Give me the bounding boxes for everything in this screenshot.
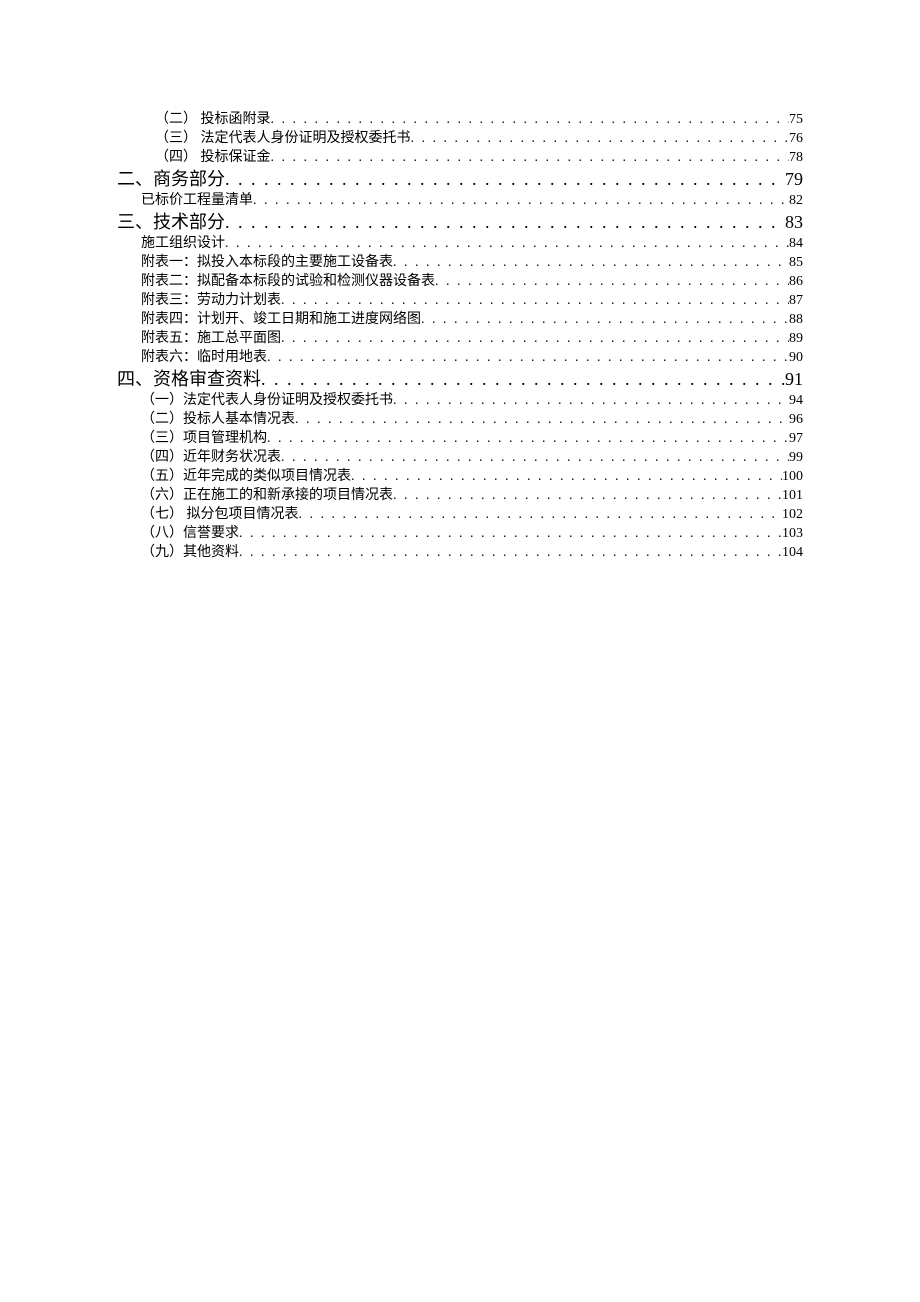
toc-leader-dots: . . . . . . . . . . . . . . . . . . . . … [295,410,789,429]
toc-entry: 二、商务部分. . . . . . . . . . . . . . . . . … [117,167,803,191]
toc-entry-page: 96 [789,410,803,429]
toc-entry-label: 三、技术部分 [117,210,225,234]
toc-leader-dots: . . . . . . . . . . . . . . . . . . . . … [411,129,790,148]
toc-entry-page: 94 [789,391,803,410]
toc-entry: 附表三：劳动力计划表. . . . . . . . . . . . . . . … [141,291,803,310]
toc-entry-label: （一）法定代表人身份证明及授权委托书 [141,391,393,410]
toc-leader-dots: . . . . . . . . . . . . . . . . . . . . … [299,505,783,524]
toc-entry-label: 附表一：拟投入本标段的主要施工设备表 [141,253,393,272]
toc-entry-label: 附表二：拟配备本标段的试验和检测仪器设备表 [141,272,435,291]
toc-leader-dots: . . . . . . . . . . . . . . . . . . . . … [421,310,789,329]
toc-entry-page: 82 [789,191,803,210]
toc-entry: （三）项目管理机构. . . . . . . . . . . . . . . .… [141,429,803,448]
toc-entry: 三、技术部分. . . . . . . . . . . . . . . . . … [117,210,803,234]
toc-entry-page: 88 [789,310,803,329]
toc-entry: （六）正在施工的和新承接的项目情况表. . . . . . . . . . . … [141,486,803,505]
toc-entry-label: （三）项目管理机构 [141,429,267,448]
toc-leader-dots: . . . . . . . . . . . . . . . . . . . . … [267,348,789,367]
toc-leader-dots: . . . . . . . . . . . . . . . . . . . . … [267,429,789,448]
toc-entry-label: 附表六：临时用地表 [141,348,267,367]
toc-leader-dots: . . . . . . . . . . . . . . . . . . . . … [261,367,785,391]
toc-entry-page: 91 [785,367,803,391]
toc-entry-page: 101 [782,486,803,505]
toc-entry: （四） 投标保证金. . . . . . . . . . . . . . . .… [155,148,803,167]
toc-entry-page: 75 [789,110,803,129]
toc-entry: 附表四：计划开、竣工日期和施工进度网络图. . . . . . . . . . … [141,310,803,329]
toc-entry-page: 102 [782,505,803,524]
toc-entry-label: （二） 投标函附录 [155,110,271,129]
toc-entry: 附表五：施工总平面图. . . . . . . . . . . . . . . … [141,329,803,348]
toc-entry-label: 施工组织设计 [141,234,225,253]
toc-entry-page: 87 [789,291,803,310]
toc-entry-label: 附表三：劳动力计划表 [141,291,281,310]
toc-leader-dots: . . . . . . . . . . . . . . . . . . . . … [281,448,789,467]
toc-leader-dots: . . . . . . . . . . . . . . . . . . . . … [393,253,789,272]
toc-entry: 施工组织设计. . . . . . . . . . . . . . . . . … [141,234,803,253]
toc-entry: （二） 投标函附录. . . . . . . . . . . . . . . .… [155,110,803,129]
toc-entry-page: 84 [789,234,803,253]
toc-entry-label: 附表五：施工总平面图 [141,329,281,348]
toc-leader-dots: . . . . . . . . . . . . . . . . . . . . … [239,543,782,562]
toc-entry: （一）法定代表人身份证明及授权委托书. . . . . . . . . . . … [141,391,803,410]
toc-leader-dots: . . . . . . . . . . . . . . . . . . . . … [225,210,785,234]
toc-entry-label: （八）信誉要求 [141,524,239,543]
toc-entry-page: 89 [789,329,803,348]
toc-leader-dots: . . . . . . . . . . . . . . . . . . . . … [271,110,790,129]
toc-entry: （五）近年完成的类似项目情况表. . . . . . . . . . . . .… [141,467,803,486]
toc-entry-label: （三） 法定代表人身份证明及授权委托书 [155,129,411,148]
toc-leader-dots: . . . . . . . . . . . . . . . . . . . . … [225,234,789,253]
toc-entry-label: （七） 拟分包项目情况表 [141,505,299,524]
toc-entry: （三） 法定代表人身份证明及授权委托书. . . . . . . . . . .… [155,129,803,148]
toc-entry-label: 附表四：计划开、竣工日期和施工进度网络图 [141,310,421,329]
toc-entry-label: 四、资格审查资料 [117,367,261,391]
toc-leader-dots: . . . . . . . . . . . . . . . . . . . . … [393,391,789,410]
toc-entry-page: 90 [789,348,803,367]
toc-leader-dots: . . . . . . . . . . . . . . . . . . . . … [253,191,789,210]
toc-entry: （二）投标人基本情况表. . . . . . . . . . . . . . .… [141,410,803,429]
toc-entry-page: 76 [789,129,803,148]
toc-entry-page: 99 [789,448,803,467]
toc-entry-page: 100 [782,467,803,486]
toc-entry-page: 86 [789,272,803,291]
toc-leader-dots: . . . . . . . . . . . . . . . . . . . . … [351,467,782,486]
toc-entry-label: （九）其他资料 [141,543,239,562]
toc-leader-dots: . . . . . . . . . . . . . . . . . . . . … [281,329,789,348]
toc-leader-dots: . . . . . . . . . . . . . . . . . . . . … [225,167,785,191]
toc-entry: 四、资格审查资料. . . . . . . . . . . . . . . . … [117,367,803,391]
toc-entry: （八）信誉要求. . . . . . . . . . . . . . . . .… [141,524,803,543]
toc-entry-label: 二、商务部分 [117,167,225,191]
toc-leader-dots: . . . . . . . . . . . . . . . . . . . . … [271,148,790,167]
toc-entry-label: （四） 投标保证金 [155,148,271,167]
toc-entry-label: 已标价工程量清单 [141,191,253,210]
toc-entry-page: 103 [782,524,803,543]
toc-entry: 附表六：临时用地表. . . . . . . . . . . . . . . .… [141,348,803,367]
toc-entry-label: （四）近年财务状况表 [141,448,281,467]
toc-leader-dots: . . . . . . . . . . . . . . . . . . . . … [393,486,782,505]
toc-entry-label: （二）投标人基本情况表 [141,410,295,429]
toc-leader-dots: . . . . . . . . . . . . . . . . . . . . … [435,272,789,291]
toc-entry: 已标价工程量清单. . . . . . . . . . . . . . . . … [141,191,803,210]
toc-entry: 附表二：拟配备本标段的试验和检测仪器设备表. . . . . . . . . .… [141,272,803,291]
toc-entry-page: 78 [789,148,803,167]
toc-leader-dots: . . . . . . . . . . . . . . . . . . . . … [239,524,782,543]
toc-entry-label: （六）正在施工的和新承接的项目情况表 [141,486,393,505]
toc-entry-page: 97 [789,429,803,448]
toc-entry-label: （五）近年完成的类似项目情况表 [141,467,351,486]
toc-container: （二） 投标函附录. . . . . . . . . . . . . . . .… [0,0,920,562]
toc-entry-page: 104 [782,543,803,562]
toc-entry-page: 79 [785,167,803,191]
toc-entry: 附表一：拟投入本标段的主要施工设备表. . . . . . . . . . . … [141,253,803,272]
toc-leader-dots: . . . . . . . . . . . . . . . . . . . . … [281,291,789,310]
toc-entry-page: 85 [789,253,803,272]
toc-entry: （四）近年财务状况表. . . . . . . . . . . . . . . … [141,448,803,467]
toc-entry-page: 83 [785,210,803,234]
toc-entry: （七） 拟分包项目情况表. . . . . . . . . . . . . . … [141,505,803,524]
toc-entry: （九）其他资料. . . . . . . . . . . . . . . . .… [141,543,803,562]
